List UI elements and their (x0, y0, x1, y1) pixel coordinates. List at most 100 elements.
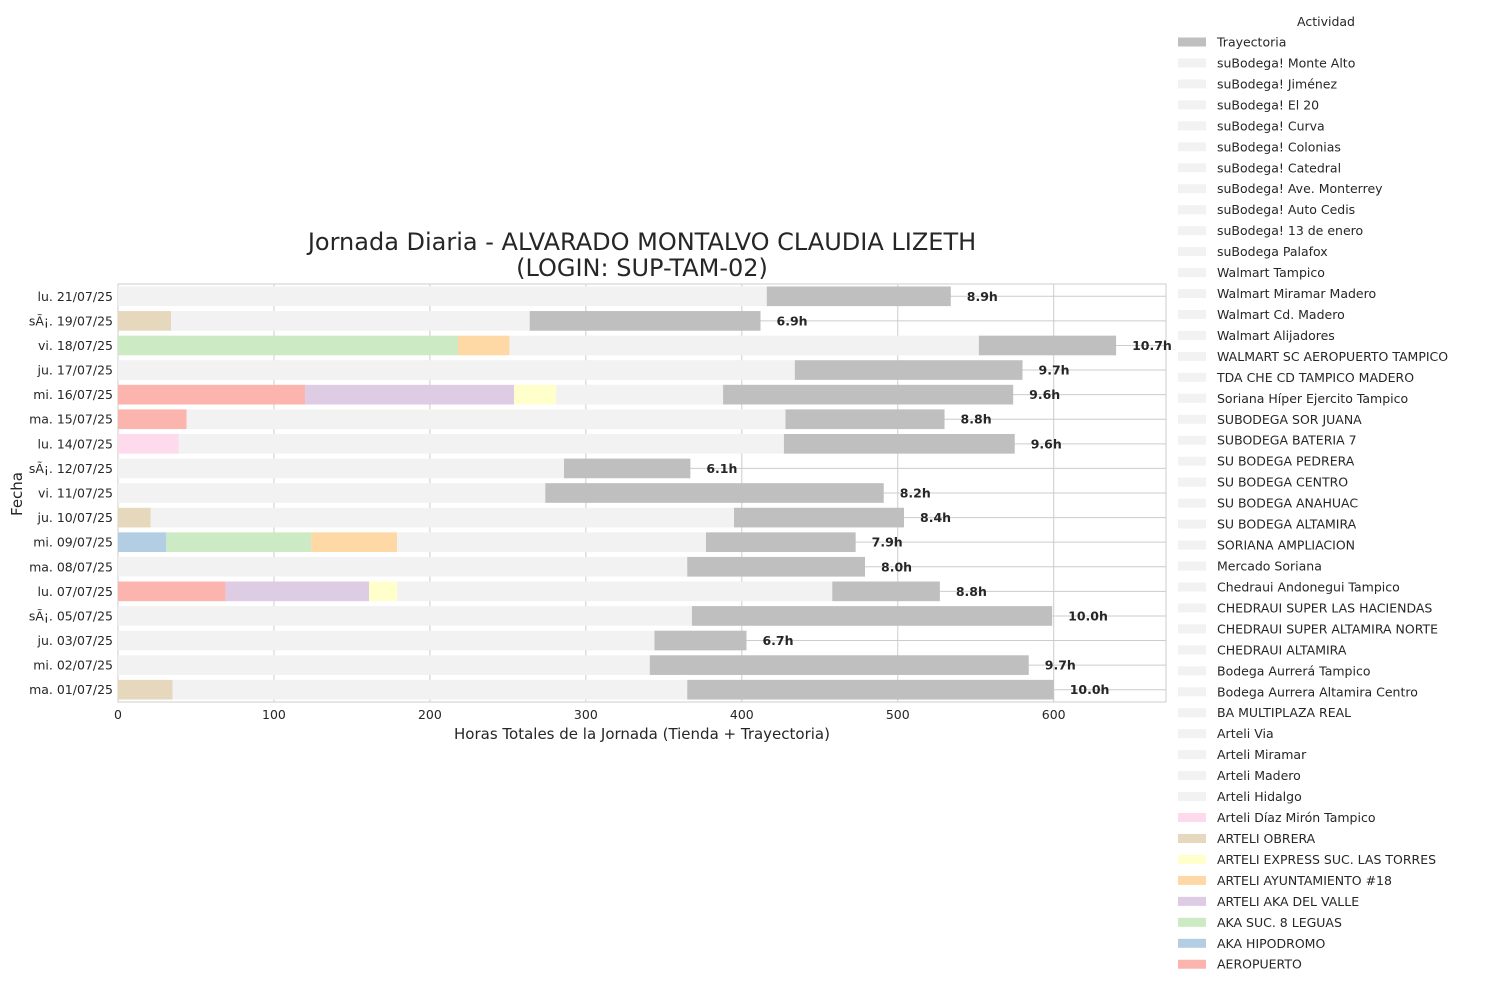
y-tick-label: ma. 01/07/25 (29, 682, 113, 697)
y-tick-label: ju. 03/07/25 (37, 633, 113, 648)
legend-swatch (1178, 750, 1206, 760)
legend-swatch (1178, 498, 1206, 508)
legend-entry: SU BODEGA ALTAMIRA (1217, 517, 1357, 532)
legend-entry: ARTELI AKA DEL VALLE (1217, 894, 1359, 909)
legend-entry: SORIANA AMPLIACION (1217, 538, 1355, 553)
y-axis-label: Fecha (8, 472, 26, 516)
legend-entry: Chedraui Andonegui Tampico (1217, 579, 1400, 594)
legend-swatch (1178, 938, 1206, 948)
legend-swatch (1178, 184, 1206, 194)
legend-entry: suBodega! Ave. Monterrey (1217, 181, 1383, 196)
bar-segment (509, 335, 979, 356)
bar-segment (118, 606, 692, 626)
y-tick-label: mi. 16/07/25 (33, 387, 113, 402)
value-labels: 8.9h 6.9h 10.7h 9.7h 9.6h 8.8h 9.6h 6.1h 8.2h 8.4… (706, 289, 1172, 697)
bar-segment (305, 384, 515, 405)
bar-segment (691, 606, 1053, 626)
legend-swatch (1178, 247, 1206, 257)
legend-swatch (1178, 687, 1206, 697)
legend-entry: SUBODEGA BATERIA 7 (1217, 433, 1357, 448)
bar-segment (186, 409, 786, 430)
bar-segment (172, 679, 688, 700)
legend-swatch (1178, 330, 1206, 340)
legend-title: Actividad (1297, 14, 1355, 29)
total-hours-label: 9.6h (1029, 387, 1060, 402)
legend-entry: ARTELI OBRERA (1217, 831, 1316, 846)
y-tick-label: lu. 07/07/25 (38, 584, 113, 599)
legend-entry: suBodega! Curva (1217, 118, 1325, 133)
legend-entry: SUBODEGA SOR JUANA (1217, 412, 1362, 427)
bar-segment (118, 630, 655, 651)
legend-swatch (1178, 813, 1206, 823)
legend-entry: CHEDRAUI ALTAMIRA (1217, 642, 1347, 657)
y-tick-label: vi. 11/07/25 (38, 486, 113, 501)
bar-segment (118, 507, 151, 528)
bar-segment (178, 433, 784, 454)
legend-entry: SU BODEGA CENTRO (1217, 475, 1348, 490)
legend-entry: ARTELI EXPRESS SUC. LAS TORRES (1217, 852, 1436, 867)
legend-entry: suBodega! Monte Alto (1217, 55, 1355, 70)
legend-entry: suBodega! Jiménez (1217, 76, 1338, 91)
legend-entry: Walmart Miramar Madero (1217, 286, 1376, 301)
total-hours-label: 8.2h (900, 486, 931, 501)
x-tick-label: 0 (114, 707, 122, 722)
legend-entry: suBodega! Auto Cedis (1217, 202, 1355, 217)
legend-entry: Walmart Alijadores (1217, 328, 1335, 343)
legend-entry: AKA SUC. 8 LEGUAS (1217, 915, 1342, 930)
legend-swatch (1178, 540, 1206, 550)
legend-swatch (1178, 205, 1206, 215)
legend-entry: Arteli Madero (1217, 768, 1301, 783)
bar-segment (369, 581, 398, 602)
bar-segment (118, 532, 167, 553)
legend-entry: WALMART SC AEROPUERTO TAMPICO (1217, 349, 1448, 364)
total-hours-label: 7.9h (872, 535, 903, 550)
y-tick-label: vi. 18/07/25 (38, 338, 113, 353)
x-tick-labels: 0 100 200 300 400 500 600 (114, 707, 1066, 722)
total-hours-label: 9.7h (1045, 658, 1076, 673)
legend-entry: Walmart Cd. Madero (1217, 307, 1345, 322)
total-hours-label: 10.0h (1070, 682, 1110, 697)
legend-swatch (1178, 435, 1206, 445)
bar-segment (783, 433, 1015, 454)
legend-swatch (1178, 309, 1206, 319)
bar-segment (545, 483, 884, 503)
legend-entry: suBodega! Colonias (1217, 139, 1341, 154)
bar-segment (118, 286, 767, 307)
legend-swatch (1178, 896, 1206, 906)
x-tick-label: 200 (418, 707, 442, 722)
legend-entry: TDA CHE CD TAMPICO MADERO (1216, 370, 1414, 385)
bar-segment (649, 655, 1029, 675)
bar-segment (564, 458, 691, 479)
bar-segment (150, 507, 735, 528)
total-hours-label: 10.7h (1132, 338, 1172, 353)
x-tick-label: 600 (1042, 707, 1066, 722)
legend-swatch (1178, 729, 1206, 739)
legend-swatch (1178, 645, 1206, 655)
chart-title-line1: Jornada Diaria - ALVARADO MONTALVO CLAUD… (306, 228, 976, 256)
bar-segment (734, 507, 904, 528)
bar-segment (311, 532, 398, 553)
bar-segment (118, 311, 172, 331)
legend-entry: suBodega! El 20 (1217, 97, 1319, 112)
y-tick-labels: lu. 21/07/25 sÃ¡. 19/07/25 vi. 18/07/25 ju.… (29, 289, 113, 697)
legend-swatch (1178, 582, 1206, 592)
y-tick-label: ju. 10/07/25 (37, 510, 113, 525)
bar-segment (514, 384, 557, 405)
legend-swatch (1178, 393, 1206, 403)
legend-swatch (1178, 771, 1206, 781)
legend-swatch (1178, 959, 1206, 969)
bar-segment (397, 581, 833, 602)
bar-segment (225, 581, 370, 602)
legend-swatch (1178, 372, 1206, 382)
legend-entry: Walmart Tampico (1217, 265, 1325, 280)
bar-segment (118, 409, 187, 430)
legend-swatch (1178, 100, 1206, 110)
bar-segment (118, 679, 173, 700)
bar-segment (397, 532, 706, 553)
legend-swatch (1178, 163, 1206, 173)
y-tick-label: mi. 02/07/25 (33, 658, 113, 673)
bar-segment (118, 458, 565, 479)
y-tick-label: ma. 08/07/25 (29, 559, 113, 574)
bar-segment (166, 532, 312, 553)
bar-segment (118, 483, 546, 503)
